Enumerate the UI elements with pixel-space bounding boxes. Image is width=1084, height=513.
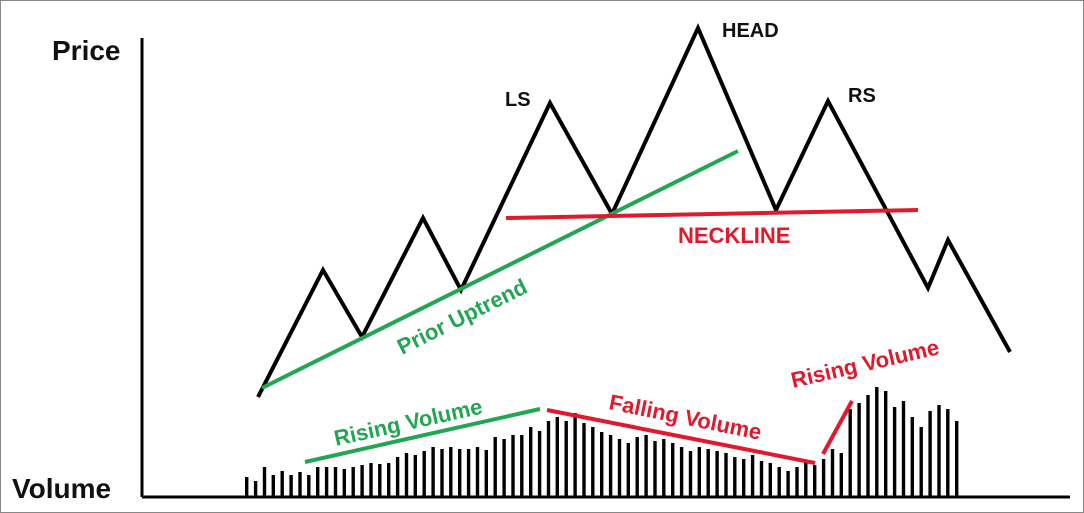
volume-bar [830,449,835,497]
volume-bar [316,467,320,497]
volume-bar [529,427,533,497]
volume-bar [848,409,852,497]
volume-bar [671,443,675,497]
volume-bar [804,461,808,497]
volume-bar [759,461,764,497]
volume-bar [520,435,524,497]
neckline-label: NECKLINE [678,223,790,248]
volume-bar [910,417,914,497]
volume-bar [289,475,293,497]
volume-bar [245,477,249,497]
rising-volume-right-label: Rising Volume [789,335,942,393]
rising-volume-left-line [304,407,541,464]
volume-bar [715,451,719,497]
volume-bar [821,459,826,497]
volume-bar [253,481,258,497]
volume-bar [901,401,906,497]
volume-bar [688,451,693,497]
volume-bar [937,405,941,497]
volume-bar [644,435,648,497]
volume-bar [635,437,639,497]
volume-bar [768,463,772,497]
volume-bar [422,451,426,497]
volume-bar [511,435,515,497]
volume-bar [413,455,417,497]
right-shoulder-label: RS [848,85,876,107]
volume-bar [866,395,870,497]
volume-axis-label: Volume [12,473,111,504]
volume-bar [475,447,480,497]
volume-bar [351,467,355,497]
volume-bar [795,467,799,497]
volume-bar [591,427,595,497]
volume-bar [750,455,755,497]
volume-bar [786,471,790,497]
volume-bar [839,453,843,497]
volume-bar [564,421,568,497]
rising-volume-right-line [821,400,854,455]
volume-bar [608,435,613,497]
price-line [256,23,1012,398]
volume-bar [573,413,577,497]
volume-bar [617,439,622,497]
volume-bar [813,465,817,497]
volume-bar [458,449,462,497]
volume-bar [626,443,630,497]
volume-bar [493,437,497,497]
volume-bar [395,457,400,497]
volume-bar [555,417,559,497]
volume-bar [884,391,888,497]
volume-bar [582,423,586,497]
volume-bar [653,441,657,497]
volume-bar [724,453,728,497]
volume-bar [378,464,382,497]
volume-bar [262,467,267,497]
volume-bar [742,459,746,497]
volume-bar [484,450,488,497]
volume-bar [946,409,950,497]
volume-bar [546,421,551,497]
volume-bar [431,447,435,497]
volume-bar [333,467,338,497]
volume-bar [466,449,471,497]
volume-bar [342,469,346,497]
volume-bar [360,465,364,497]
volume-bar [857,403,861,497]
volume-bar [733,457,737,497]
neckline-line [505,208,919,220]
volume-bar [280,471,284,497]
falling-volume-line [546,408,816,465]
price-axis-label: Price [52,35,121,66]
volume-bar [928,411,932,497]
volume-bar [777,467,781,497]
volume-bar [706,449,710,497]
volume-bar [662,439,666,497]
volume-bar [919,427,923,497]
volume-bar [955,421,959,497]
left-shoulder-label: LS [505,89,531,111]
volume-bar [387,463,391,497]
volume-bar [697,447,701,497]
volume-bars [245,387,959,497]
rising-volume-left-label: Rising Volume [332,394,485,451]
prior-uptrend-line [261,149,739,390]
volume-bar [307,475,311,497]
volume-bar [892,407,897,497]
head-label: HEAD [722,20,779,42]
volume-bar [502,439,506,497]
volume-bar [440,449,444,497]
volume-bar [404,453,409,497]
volume-bar [298,472,302,497]
volume-bar [271,475,275,497]
volume-bar [449,447,453,497]
volume-bar [324,467,329,497]
volume-bar [875,387,879,497]
volume-bar [537,431,542,497]
volume-bar [679,447,684,497]
volume-bar [369,463,373,497]
volume-bar [600,432,604,497]
